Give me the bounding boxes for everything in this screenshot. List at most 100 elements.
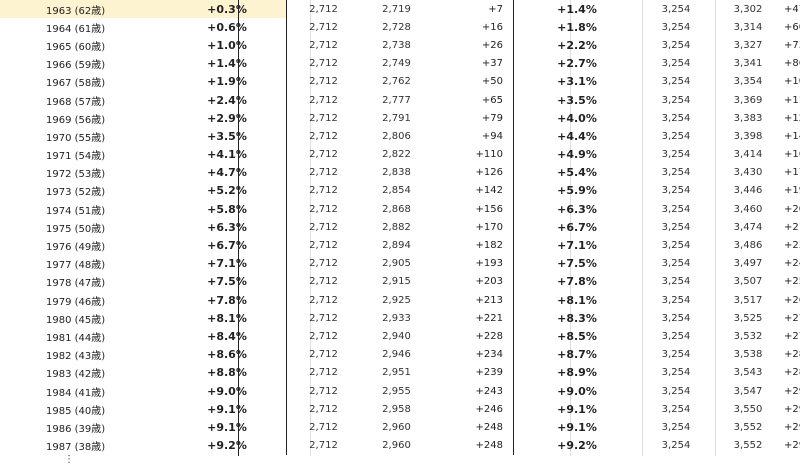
difference-cell: +100 (784, 76, 800, 88)
adjusted-amount-cell: 3,532 (733, 330, 763, 342)
birth-year-cell: 1967 (58歳) (46, 78, 106, 90)
adjusted-amount-cell: 2,915 (382, 276, 411, 288)
birth-year-cell: 1964 (61歳) (46, 23, 106, 35)
difference-cell: +232 (784, 240, 800, 252)
adjusted-amount-cell: 2,806 (382, 130, 411, 142)
difference-cell: +170 (433, 218, 514, 237)
table-row: 1983 (42歳) +8.8% 2,712 2,951 +239 +8.9% 3,254 3… (0, 363, 800, 382)
difference-cell: +176 (784, 167, 800, 179)
table-row: 1980 (45歳) +8.1% 2,712 2,933 +221 +8.3% 3,254 3… (0, 309, 800, 328)
table-row: 1970 (55歳) +3.5% 2,712 2,806 +94 +4.4% 3,254 3,… (0, 127, 800, 146)
adjusted-amount-cell: 2,777 (382, 94, 411, 106)
birth-year-cell: 1982 (43歳) (46, 351, 106, 363)
difference-cell: +60 (784, 21, 800, 33)
rate-change-cell: +8.9% (557, 366, 597, 380)
base-amount-cell: 2,712 (309, 94, 338, 106)
rate-change-cell: +8.4% (168, 327, 287, 346)
base-amount-cell: 2,712 (309, 112, 338, 124)
adjusted-amount-cell: 2,791 (382, 112, 411, 124)
difference-cell: +7 (433, 0, 514, 19)
difference-cell: +191 (784, 185, 800, 197)
birth-year-cell: 1974 (51歳) (46, 205, 106, 217)
base-amount-cell: 3,254 (661, 130, 691, 142)
base-amount-cell: 3,254 (661, 94, 691, 106)
adjusted-amount-cell: 2,822 (382, 149, 411, 161)
difference-cell: +298 (784, 440, 800, 452)
birth-year-cell: 1970 (55歳) (46, 132, 106, 144)
table-row: 1984 (41歳) +9.0% 2,712 2,955 +243 +9.0% 3,254 3… (0, 381, 800, 401)
rate-change-cell: +7.8% (168, 291, 287, 310)
table-row: 1972 (53歳) +4.7% 2,712 2,838 +126 +5.4% 3,254 3… (0, 163, 800, 182)
base-amount-cell: 2,712 (309, 58, 338, 70)
rate-change-cell: +1.0% (168, 36, 287, 55)
rate-change-cell: +5.9% (557, 184, 597, 198)
rate-change-cell: +8.7% (557, 348, 597, 362)
base-amount-cell: 2,712 (309, 349, 338, 361)
table-row: 1966 (59歳) +1.4% 2,712 2,749 +37 +2.7% 3,254 3,… (0, 54, 800, 73)
base-amount-cell: 3,254 (661, 203, 691, 215)
rate-change-cell: +9.2% (557, 439, 597, 453)
base-amount-cell: 3,254 (661, 330, 691, 342)
rate-change-cell: +9.1% (168, 418, 287, 437)
adjusted-amount-cell: 2,951 (382, 367, 411, 379)
difference-cell: +203 (433, 272, 514, 291)
rate-change-cell: +7.1% (168, 254, 287, 273)
birth-year-cell: 1978 (47歳) (46, 278, 106, 290)
difference-cell: +156 (433, 200, 514, 219)
adjusted-amount-cell: 2,868 (382, 203, 411, 215)
adjusted-amount-cell: 3,474 (733, 221, 763, 233)
base-amount-cell: 3,254 (661, 3, 691, 15)
birth-year-cell: 1963 (62歳) (0, 0, 168, 19)
difference-cell: +16 (433, 18, 514, 37)
rate-change-cell: +9.1% (557, 402, 597, 416)
table-row: 1965 (60歳) +1.0% 2,712 2,738 +26 +2.2% 3,254 3,… (0, 36, 800, 55)
birth-year-cell: 1972 (53歳) (46, 169, 106, 181)
adjusted-amount-cell: 2,894 (382, 240, 411, 252)
base-amount-cell: 2,712 (309, 258, 338, 270)
rate-change-cell: +3.5% (557, 93, 597, 107)
difference-cell: +295 (784, 403, 800, 415)
base-amount-cell: 3,254 (661, 185, 691, 197)
adjusted-amount-cell: 2,738 (382, 39, 411, 51)
table-row: 1982 (43歳) +8.6% 2,712 2,946 +234 +8.7% 3,254 3… (0, 345, 800, 364)
table-row: 1968 (57歳) +2.4% 2,712 2,777 +65 +3.5% 3,254 3,… (0, 90, 800, 110)
difference-cell: +182 (433, 236, 514, 255)
birth-year-cell: 1973 (52歳) (46, 187, 106, 199)
rate-change-cell: +3.1% (557, 75, 597, 89)
adjusted-amount-cell: 2,940 (382, 330, 411, 342)
difference-cell: +94 (433, 127, 514, 146)
table-row: 1978 (47歳) +7.5% 2,712 2,915 +203 +7.8% 3,254 3… (0, 272, 800, 291)
rate-change-cell: +7.8% (557, 275, 597, 289)
table-row: 1974 (51歳) +5.8% 2,712 2,868 +156 +6.3% 3,254 3… (0, 200, 800, 219)
birth-year-cell: 1984 (41歳) (46, 387, 106, 399)
rate-change-cell: +9.0% (557, 384, 597, 398)
base-amount-cell: 2,712 (309, 421, 338, 433)
table-row: 1971 (54歳) +4.1% 2,712 2,822 +110 +4.9% 3,254 3… (0, 145, 800, 164)
birth-year-cell: 1979 (46歳) (46, 296, 106, 308)
rate-change-cell: +6.3% (557, 202, 597, 216)
base-amount-cell: 2,712 (309, 185, 338, 197)
adjusted-amount-cell: 3,302 (733, 3, 763, 15)
adjusted-amount-cell: 3,446 (733, 185, 763, 197)
adjusted-amount-cell: 3,354 (733, 76, 763, 88)
difference-cell: +193 (433, 254, 514, 273)
table-row: 1973 (52歳) +5.2% 2,712 2,854 +142 +5.9% 3,254 3… (0, 181, 800, 201)
adjusted-amount-cell: 3,460 (733, 203, 763, 215)
base-amount-cell: 2,712 (309, 21, 338, 33)
base-amount-cell: 3,254 (661, 403, 691, 415)
difference-cell: +47 (784, 3, 800, 15)
base-amount-cell: 2,712 (309, 294, 338, 306)
adjusted-amount-cell: 2,749 (382, 58, 411, 70)
difference-cell: +26 (433, 36, 514, 55)
table-row: 1979 (46歳) +7.8% 2,712 2,925 +213 +8.1% 3,254 3… (0, 291, 800, 310)
base-amount-cell: 3,254 (661, 167, 691, 179)
difference-cell: +144 (784, 130, 800, 142)
birth-year-cell: 1981 (44歳) (46, 332, 106, 344)
base-amount-cell: 2,712 (309, 39, 338, 51)
adjusted-amount-cell: 3,517 (733, 294, 763, 306)
rate-change-cell: +4.1% (168, 145, 287, 164)
base-amount-cell: 2,712 (309, 385, 338, 397)
difference-cell: +114 (784, 94, 800, 106)
adjusted-amount-cell: 3,414 (733, 149, 763, 161)
birth-year-cell: 1986 (39歳) (46, 423, 106, 435)
